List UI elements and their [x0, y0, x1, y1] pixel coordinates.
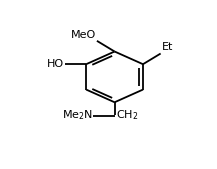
Text: MeO: MeO: [71, 30, 96, 40]
Text: Et: Et: [161, 42, 173, 53]
Text: Me$_2$N: Me$_2$N: [62, 109, 93, 122]
Text: HO: HO: [47, 59, 64, 69]
Text: CH$_2$: CH$_2$: [116, 109, 138, 122]
